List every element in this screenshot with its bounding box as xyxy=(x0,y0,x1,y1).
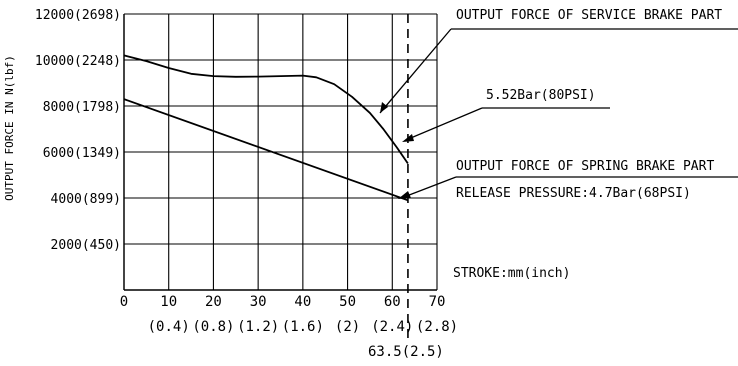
x-tick-label: 50 xyxy=(339,294,356,310)
x-tick-sublabel: (1.2) xyxy=(237,319,279,335)
y-tick-label: 10000(2248) xyxy=(35,54,121,69)
y-axis-label: OUTPUT FORCE IN N(lbf) xyxy=(3,55,16,201)
x-tick-sublabel: (0.4) xyxy=(148,319,190,335)
y-tick-label: 12000(2698) xyxy=(35,8,121,23)
spring-brake-label: OUTPUT FORCE OF SPRING BRAKE PART xyxy=(456,159,714,174)
y-axis-ticks: 2000(450) 4000(899) 6000(1349) 8000(1798) 10… xyxy=(35,8,121,253)
service-brake-arrowhead xyxy=(380,102,388,113)
pressure-leader xyxy=(405,107,483,141)
x-tick-label: 70 xyxy=(429,294,446,310)
series-lines xyxy=(123,54,409,202)
y-tick-label: 8000(1798) xyxy=(43,100,121,115)
pressure-label: 5.52Bar(80PSI) xyxy=(486,88,596,103)
x-tick-sublabel: (2.4) xyxy=(371,319,413,335)
y-tick-label: 6000(1349) xyxy=(43,146,121,161)
y-tick-label: 2000(450) xyxy=(51,238,121,253)
spring-brake-line xyxy=(123,98,409,202)
x-tick-label: 10 xyxy=(160,294,177,310)
grid xyxy=(123,13,438,290)
plot-frame xyxy=(123,14,437,291)
x-tick-label: 0 xyxy=(120,294,128,310)
x-tick-sublabel: (2) xyxy=(335,319,360,335)
stroke-marker-label: 63.5(2.5) xyxy=(368,344,444,360)
x-tick-label: 60 xyxy=(384,294,401,310)
x-tick-label: 40 xyxy=(294,294,311,310)
spring-brake-leader xyxy=(403,176,457,198)
y-tick-label: 4000(899) xyxy=(51,192,121,207)
x-axis-ticks: 0 10 (0.4) 20 (0.8) 30 (1.2) 40 (1.6) 50 (2) 60 (2.4… xyxy=(120,294,458,335)
x-tick-sublabel: (1.6) xyxy=(282,319,324,335)
service-brake-label: OUTPUT FORCE OF SERVICE BRAKE PART xyxy=(456,8,722,23)
x-tick-sublabel: (0.8) xyxy=(192,319,234,335)
service-brake-leader xyxy=(379,28,452,114)
x-tick-label: 20 xyxy=(205,294,222,310)
x-tick-sublabel: (2.8) xyxy=(416,319,458,335)
x-axis-label: STROKE:mm(inch) xyxy=(453,266,570,281)
service-brake-curve xyxy=(123,54,409,165)
x-tick-label: 30 xyxy=(250,294,267,310)
release-pressure-label: RELEASE PRESSURE:4.7Bar(68PSI) xyxy=(456,186,691,201)
pressure-arrowhead xyxy=(402,134,414,142)
spring-brake-arrowhead xyxy=(398,191,411,199)
